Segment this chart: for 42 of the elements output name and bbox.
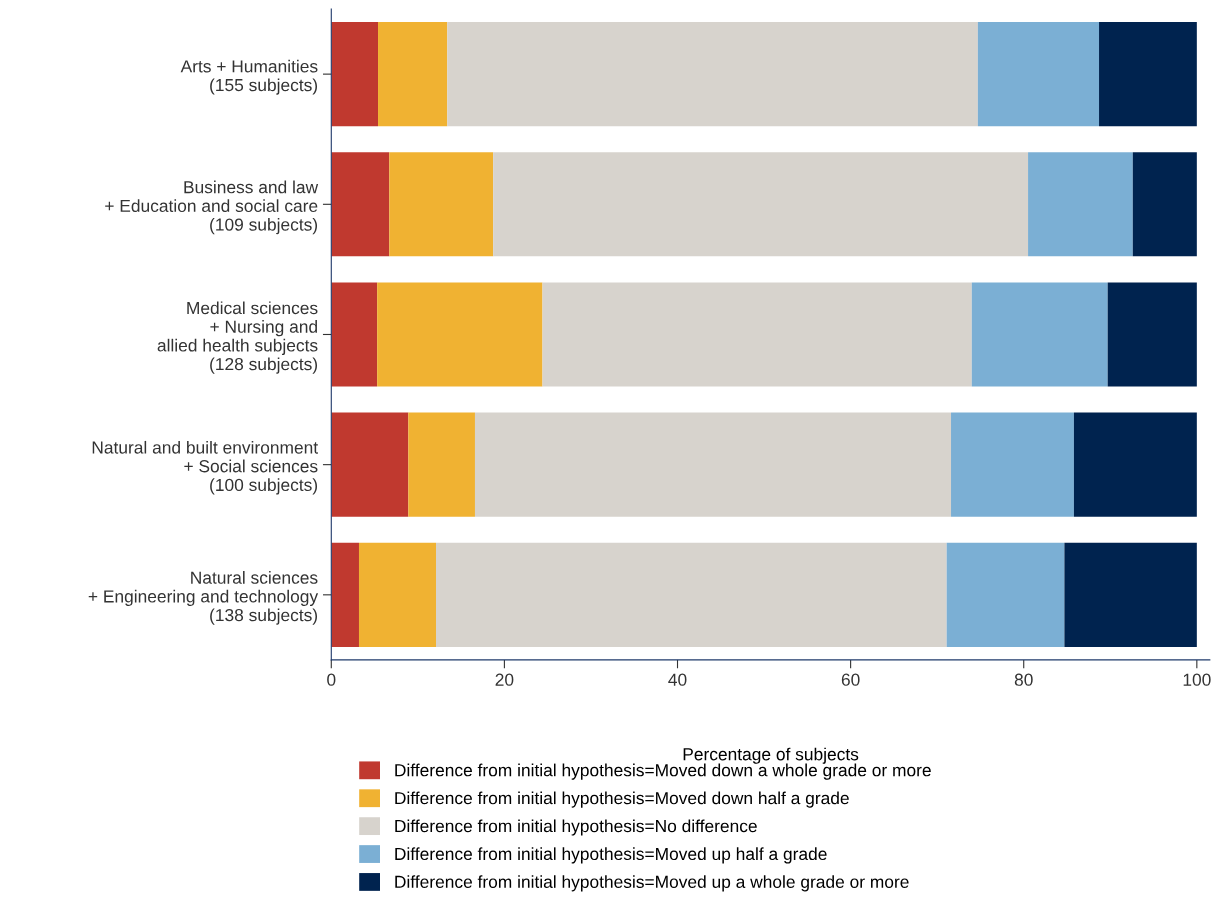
bar [1064, 542, 1197, 647]
bar [358, 542, 437, 647]
y-tick-label: Natural sciences + Engineering and technology (138 subjects) [88, 571, 319, 625]
legend-label: Difference from initial hypothesis=Moved up a whole grade or more [395, 875, 909, 892]
bar [378, 22, 448, 127]
bar [951, 412, 1074, 517]
y-tick-label: Natural and built environment + Social sciences (100 subjects) [92, 440, 318, 495]
x-tick-label: 100 [1183, 673, 1211, 686]
bar [1028, 152, 1133, 257]
bar [542, 282, 972, 387]
x-tick-label: 0 [327, 673, 336, 686]
x-tick-label: 60 [841, 673, 860, 686]
x-axis-title: Percentage of subjects [683, 747, 859, 764]
y-tick-label: Arts + Humanities (155 subjects) [180, 59, 318, 95]
bar [493, 152, 1029, 257]
bar [377, 282, 543, 387]
bar [1132, 152, 1197, 257]
legend-label: Difference from initial hypothesis=Moved down a whole grade or more [395, 763, 931, 780]
bar [447, 22, 978, 127]
bar [331, 412, 409, 517]
bar [971, 282, 1108, 387]
bar [1099, 22, 1197, 127]
y-tick-label: Medical sciences + Nursing and allied health subjects (128 subjects) [157, 301, 318, 374]
legend-label: Difference from initial hypothesis=Moved up half a grade [395, 847, 827, 864]
x-tick-label: 20 [495, 673, 514, 686]
bar [331, 22, 379, 127]
x-tick-label: 80 [1014, 673, 1033, 686]
bar [1073, 412, 1197, 517]
bar [1107, 282, 1197, 387]
bar [331, 152, 390, 257]
legend-label: Difference from initial hypothesis=No difference [395, 819, 757, 836]
bar [331, 282, 378, 387]
bar [474, 412, 952, 517]
bar [331, 542, 359, 647]
x-tick-label: 40 [668, 673, 687, 686]
bar [436, 542, 947, 647]
legend-label: Difference from initial hypothesis=Moved down half a grade [395, 791, 849, 808]
y-tick-label: Business and law + Education and social care (109 subjects) [105, 180, 319, 235]
bar [977, 22, 1100, 127]
bar [408, 412, 475, 517]
bar [946, 542, 1065, 647]
bar [389, 152, 494, 257]
